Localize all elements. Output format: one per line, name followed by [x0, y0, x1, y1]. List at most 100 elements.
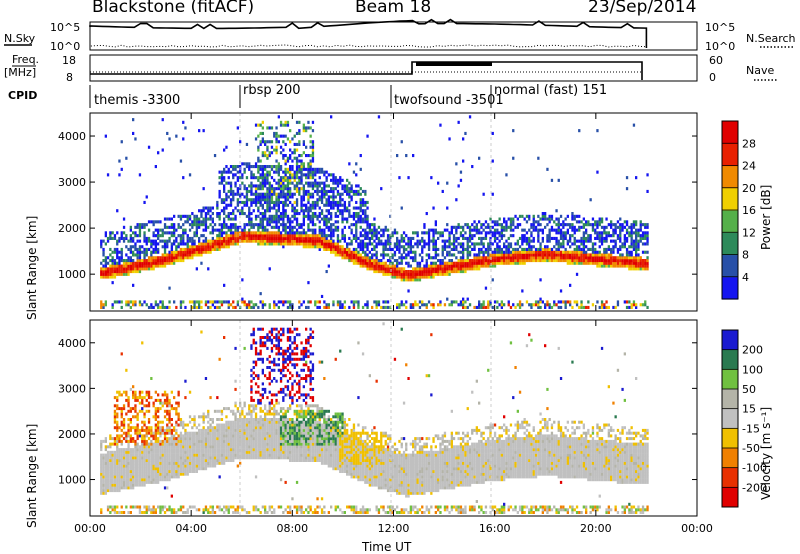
power-cell: [339, 209, 342, 213]
power-cell: [277, 234, 280, 238]
power-cell: [573, 256, 576, 260]
velocity-cell: [166, 459, 169, 462]
power-cell: [286, 198, 290, 202]
power-cell: [305, 206, 308, 210]
power-cell: [516, 253, 519, 257]
power-cell: [232, 192, 235, 196]
power-cell: [598, 236, 601, 240]
velocity-cell: [134, 439, 137, 443]
power-cell: [359, 245, 362, 249]
power-cell: [619, 253, 622, 257]
power-cell: [289, 156, 292, 160]
power-cell: [248, 239, 251, 243]
power-cell: [498, 223, 501, 227]
power-cell: [182, 234, 185, 238]
power-cell: [298, 242, 301, 246]
power-cell: [286, 220, 290, 224]
power-cell: [534, 250, 538, 254]
power-cell: [430, 264, 433, 268]
velocity-cell: [143, 470, 146, 473]
velocity-cell: [120, 505, 123, 509]
velocity-cell: [113, 511, 117, 514]
power-cell: [473, 247, 476, 251]
velocity-cell: [122, 483, 126, 487]
power-cell: [157, 236, 160, 240]
power-cell: [213, 305, 217, 309]
power-cell: [211, 217, 214, 221]
power-cell: [248, 217, 251, 221]
power-cell: [528, 217, 531, 221]
power-cell: [275, 198, 278, 202]
velocity-cell: [152, 459, 155, 462]
velocity-cell: [182, 461, 185, 465]
velocity-cell: [104, 453, 107, 457]
freq-tick-lo: 8: [66, 71, 73, 84]
power-cell: [571, 217, 574, 221]
velocity-cell: [113, 396, 117, 400]
velocity-cell: [122, 420, 126, 424]
power-cell: [352, 256, 356, 260]
velocity-cell: [147, 393, 151, 397]
power-cell: [152, 264, 155, 268]
power-cell: [261, 151, 264, 155]
power-cell: [402, 278, 406, 282]
power-cell: [491, 231, 494, 235]
power-cell: [273, 200, 276, 204]
power-cell: [503, 259, 506, 263]
power-cell: [478, 300, 481, 304]
velocity-cell: [161, 448, 164, 452]
power-cell: [521, 214, 524, 218]
power-cell: [505, 247, 508, 251]
power-cell: [195, 220, 198, 224]
velocity-cell: [118, 448, 121, 452]
velocity-cell: [118, 464, 121, 468]
power-cell: [293, 178, 296, 182]
power-cell: [557, 247, 560, 251]
velocity-cell: [159, 475, 162, 479]
power-cell: [216, 245, 219, 249]
power-cell: [641, 261, 645, 265]
power-cell: [564, 253, 567, 257]
power-cell: [589, 234, 592, 238]
power-cell: [270, 140, 274, 144]
power-cell: [341, 253, 344, 257]
power-cell: [346, 217, 349, 221]
power-cell: [300, 234, 303, 238]
power-cell: [375, 264, 378, 268]
power-cell: [546, 245, 549, 249]
power-cell: [106, 275, 110, 279]
velocity-cell: [161, 472, 164, 476]
power-cell: [259, 242, 262, 246]
power-cell: [316, 187, 319, 191]
velocity-cell: [113, 461, 117, 465]
power-cell: [195, 234, 198, 238]
power-cell: [630, 261, 633, 265]
power-cell: [136, 261, 139, 265]
power-cell: [544, 225, 547, 229]
velocity-cell: [182, 437, 185, 441]
power-cell: [264, 198, 267, 202]
power-cell: [218, 181, 221, 185]
power-cell: [320, 294, 324, 298]
power-cell: [607, 256, 610, 260]
power-cell: [323, 192, 326, 196]
power-cell: [266, 200, 269, 204]
power-cell: [323, 189, 326, 193]
velocity-cell: [113, 480, 117, 484]
power-cell: [498, 247, 501, 251]
power-cell: [277, 140, 280, 144]
power-cell: [186, 256, 189, 260]
power-cell: [173, 261, 176, 265]
velocity-cell: [127, 478, 130, 482]
power-cell: [266, 223, 269, 227]
power-cell: [496, 220, 499, 224]
velocity-cell: [100, 456, 103, 460]
power-cell: [286, 176, 290, 180]
power-cell: [279, 239, 283, 243]
velocity-cell: [122, 470, 126, 473]
power-cell: [223, 220, 226, 224]
power-cell: [341, 305, 344, 309]
velocity-cell: [104, 491, 107, 495]
power-cell: [644, 250, 647, 254]
power-cell: [259, 239, 262, 243]
